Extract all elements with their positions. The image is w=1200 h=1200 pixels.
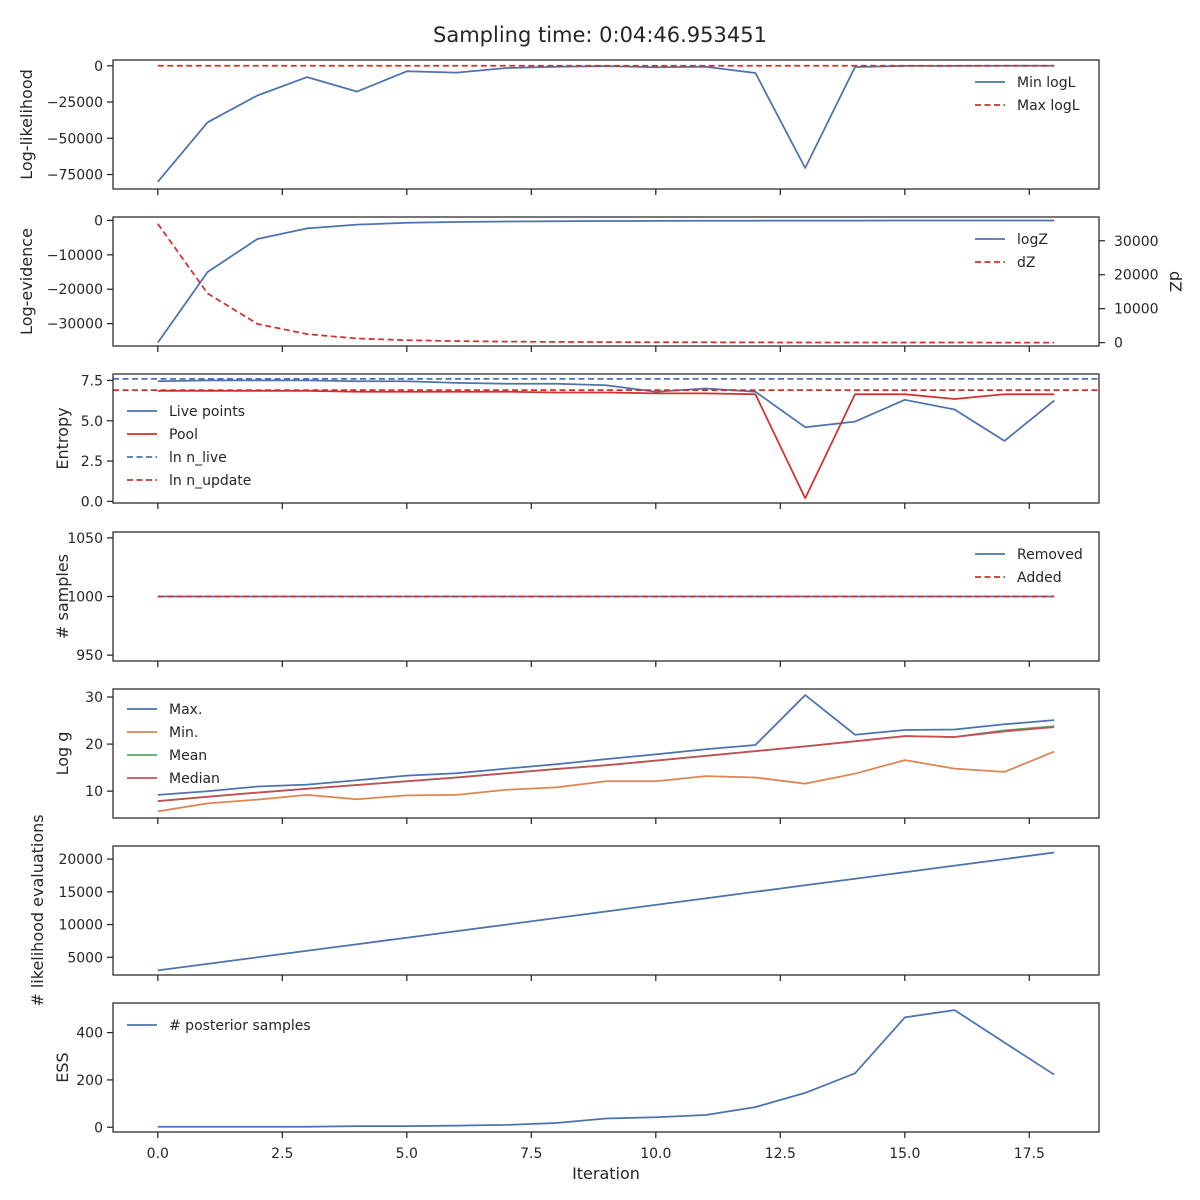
subplot-3: 0.0 2.5 5.0 7.5 Entropy Live points Pool ln n_l… xyxy=(53,373,1100,510)
plot-frame xyxy=(112,59,1100,190)
x-tick-label: 10.0 xyxy=(640,1146,671,1162)
series-line-live-points xyxy=(157,379,1055,442)
legend-entry: Max. xyxy=(169,702,202,718)
x-tick-label: 15.0 xyxy=(889,1146,920,1162)
y-axis-label: ESS xyxy=(53,1052,72,1082)
y-tick-label: 1050 xyxy=(67,531,103,547)
subplot-2: 0 −10000 −20000 −30000 0 10000 20000 30000 dZ Log… xyxy=(17,213,1185,352)
series-line-min-logl xyxy=(157,64,1055,183)
y-tick-label: −75000 xyxy=(47,168,103,184)
x-tick-label: 5.0 xyxy=(396,1146,418,1162)
y-tick-label: 20 xyxy=(85,737,103,753)
plot-frame xyxy=(112,373,1100,504)
subplots-container: 0 −25000 −50000 −75000 Log-likelihood Min log… xyxy=(17,59,1185,1162)
series-line-logz xyxy=(157,219,1055,344)
subplot-1: 0 −25000 −50000 −75000 Log-likelihood Min log… xyxy=(17,59,1100,195)
series-line-max- xyxy=(157,694,1055,796)
legend-entry: ln n_live xyxy=(169,450,227,466)
y-tick-label: 2.5 xyxy=(81,454,103,470)
y-tick-label: 30 xyxy=(85,690,103,706)
y-axis-label: Entropy xyxy=(53,407,72,469)
series-line-dz xyxy=(157,223,1055,344)
y-tick-label: 5.0 xyxy=(81,414,103,430)
series-line-pool xyxy=(157,390,1055,500)
y-axis-label: Log g xyxy=(53,732,72,776)
legend-entry: Pool xyxy=(169,427,198,443)
legend-entry: Median xyxy=(169,771,220,787)
subplot-7: 0 200 400 0.0 2.5 5.0 7.5 10.0 12.5 15.0 17.5 ESS # … xyxy=(53,1002,1100,1162)
legend-entry: Min logL xyxy=(1017,75,1076,91)
subplot-5: 10 20 30 Log g Max. Min. Mean Median xyxy=(53,688,1100,824)
y2-axis-label: dZ xyxy=(1166,271,1185,292)
legend-entry: Mean xyxy=(169,748,207,764)
y-tick-label: 0 xyxy=(94,1120,103,1136)
y-tick-label: −50000 xyxy=(47,131,103,147)
subplot-4: 950 1000 1050 # samples Removed Added xyxy=(53,531,1100,667)
legend-entry: ln n_update xyxy=(169,473,251,489)
series-line-median xyxy=(157,726,1055,802)
y-tick-label: 1000 xyxy=(67,590,103,606)
y-tick-label: −30000 xyxy=(47,317,103,333)
plot-frame xyxy=(112,688,1100,819)
plot-frame xyxy=(112,216,1100,347)
plot-frame xyxy=(112,531,1100,662)
y-tick-label: 15000 xyxy=(58,885,103,901)
x-tick-label: 17.5 xyxy=(1014,1146,1045,1162)
y-tick-label: 20000 xyxy=(58,852,103,868)
y-tick-label: 10 xyxy=(85,784,103,800)
y-tick-label: 10000 xyxy=(58,918,103,934)
y-tick-label: −10000 xyxy=(47,248,103,264)
y-tick-label: 0 xyxy=(94,213,103,229)
legend-entry: # posterior samples xyxy=(169,1018,311,1034)
legend-entry: Live points xyxy=(169,404,245,420)
y-axis-label: Log-likelihood xyxy=(17,69,36,180)
x-axis-label: Iteration xyxy=(572,1164,640,1183)
plot-frame xyxy=(112,1002,1100,1133)
y-axis-label: Log-evidence xyxy=(17,228,36,335)
plot-frame xyxy=(112,845,1100,976)
y2-tick-label: 10000 xyxy=(1114,302,1159,318)
y-tick-label: 400 xyxy=(76,1026,103,1042)
y-tick-label: 200 xyxy=(76,1073,103,1089)
y2-tick-label: 30000 xyxy=(1114,234,1159,250)
y-tick-label: 0.0 xyxy=(81,494,103,510)
series-line-min- xyxy=(157,750,1055,813)
legend-entry: logZ xyxy=(1017,232,1048,248)
x-tick-label: 7.5 xyxy=(520,1146,542,1162)
y2-tick-label: 0 xyxy=(1114,336,1123,352)
y2-tick-label: 20000 xyxy=(1114,268,1159,284)
y-tick-label: 5000 xyxy=(67,950,103,966)
x-tick-label: 0.0 xyxy=(147,1146,169,1162)
legend-entry: Max logL xyxy=(1017,98,1080,114)
y-tick-label: −25000 xyxy=(47,95,103,111)
legend-entry: Added xyxy=(1017,570,1062,586)
y-tick-label: 0 xyxy=(94,59,103,75)
legend-entry: Min. xyxy=(169,725,198,741)
y-tick-label: 950 xyxy=(76,648,103,664)
series-line-likelihood-evaluations xyxy=(157,851,1055,972)
y-axis-label: # likelihood evaluations xyxy=(28,814,47,1006)
x-tick-label: 12.5 xyxy=(765,1146,796,1162)
series-line--posterior-samples xyxy=(157,1009,1055,1128)
legend-entry: Removed xyxy=(1017,547,1083,563)
figure-title: Sampling time: 0:04:46.953451 xyxy=(433,23,767,47)
subplot-6: 5000 10000 15000 20000 # likelihood evaluati… xyxy=(28,814,1100,1007)
y-tick-label: 7.5 xyxy=(81,373,103,389)
y-tick-label: −20000 xyxy=(47,282,103,298)
legend-entry: dZ xyxy=(1017,255,1035,271)
x-tick-label: 2.5 xyxy=(271,1146,293,1162)
y-axis-label: # samples xyxy=(53,554,72,639)
